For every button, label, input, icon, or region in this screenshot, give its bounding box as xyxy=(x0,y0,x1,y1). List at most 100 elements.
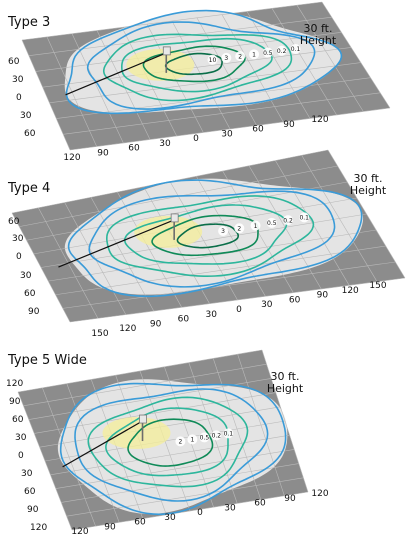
bottom-axis-tick: 60 xyxy=(254,499,266,509)
bottom-axis-tick: 120 xyxy=(311,489,328,499)
grid-line xyxy=(271,8,337,116)
bottom-axis-tick: 120 xyxy=(119,324,136,334)
grid-line xyxy=(246,11,311,119)
contour-value-label: 2 xyxy=(178,439,182,446)
panel-title: Type 4 xyxy=(7,181,50,196)
bottom-axis-tick: 60 xyxy=(178,315,190,325)
bottom-axis-tick: 90 xyxy=(104,522,116,532)
grid-line xyxy=(71,33,124,144)
panel-type-4: 3 2 1 0.5 0.2 0.1 Type 4 30 ft. Height 60 30 0 30 60 9… xyxy=(7,149,406,339)
contour-label-bg xyxy=(211,430,222,441)
bottom-axis-tick: 30 xyxy=(224,503,236,513)
bottom-axis-tick: 120 xyxy=(63,153,80,163)
bottom-axis-tick: 90 xyxy=(97,148,109,158)
left-axis-tick: 30 xyxy=(12,234,24,244)
bottom-axis-tick: 90 xyxy=(317,291,329,301)
grid-line xyxy=(34,392,276,434)
grid-line xyxy=(48,229,377,282)
bottom-axis-tick: 0 xyxy=(236,305,242,315)
bottom-axis-tick: 60 xyxy=(289,295,301,305)
isolux-contour xyxy=(176,223,240,249)
grid-line xyxy=(28,16,332,57)
panel-type-5-wide: 2 1 0.5 0.2 0.1 Type 5 Wide 30 ft. Height 120 90 6… xyxy=(6,349,329,535)
bottom-axis-tick: 90 xyxy=(283,120,295,130)
left-axis-tick: 90 xyxy=(27,505,39,515)
contour-value-label: 0.5 xyxy=(200,435,210,442)
bottom-axis-tick: 120 xyxy=(71,527,88,535)
mounting-height-label: 30 ft. Height xyxy=(300,22,337,47)
isolux-contour xyxy=(67,179,363,298)
grid-line xyxy=(21,39,71,151)
contour-value-label: 0.1 xyxy=(299,215,309,222)
contour-value-label: 0.1 xyxy=(291,46,301,53)
grid-line xyxy=(171,20,231,130)
grid-line xyxy=(17,349,263,393)
bottom-axis-tick: 30 xyxy=(164,513,176,523)
isolux-contour xyxy=(86,21,316,110)
illuminated-area xyxy=(64,178,364,295)
bottom-axis-tick: 150 xyxy=(91,329,108,339)
bottom-axis-tick: 60 xyxy=(128,144,140,154)
contour-label-bg xyxy=(283,215,294,226)
grid-line xyxy=(61,463,299,503)
left-axis-tick: 60 xyxy=(24,487,36,497)
bottom-axis-tick: 120 xyxy=(342,286,359,296)
left-axis-tick: 30 xyxy=(15,433,27,443)
beam-line xyxy=(65,52,167,96)
light-pole-icon xyxy=(162,46,171,73)
contour-label-bg xyxy=(234,223,245,234)
left-axis-tick: 60 xyxy=(24,289,36,299)
bottom-axis-tick: 90 xyxy=(150,319,162,329)
illuminated-area xyxy=(57,379,288,514)
left-axis-tick: 90 xyxy=(28,307,40,317)
contour-value-label: 2 xyxy=(237,225,241,232)
beam-line xyxy=(58,219,175,268)
mounting-height-label: 30 ft. Height xyxy=(267,370,304,395)
bottom-axis-tick: 30 xyxy=(261,300,273,310)
contour-label-bg xyxy=(223,428,234,439)
contour-label-bg xyxy=(276,45,287,56)
left-axis-tick: 30 xyxy=(20,271,32,281)
left-axis-tick: 0 xyxy=(18,451,24,461)
grid-line xyxy=(66,477,304,517)
grid-line xyxy=(50,434,290,476)
grid-line xyxy=(35,31,342,72)
isolux-contour xyxy=(59,382,287,516)
contour-label-bg xyxy=(266,217,277,228)
isolux-contour xyxy=(65,9,343,115)
left-axis-tick: 0 xyxy=(16,93,22,103)
isolux-contour xyxy=(123,204,288,265)
contour-label-bg xyxy=(250,220,261,231)
grid-line xyxy=(62,261,396,309)
left-axis-tick: 120 xyxy=(6,379,23,389)
beam-line xyxy=(62,420,143,468)
grid-line xyxy=(321,1,391,109)
isolux-contour xyxy=(151,214,259,257)
bottom-axis-tick: 0 xyxy=(197,508,203,518)
grid-line xyxy=(23,363,267,407)
left-axis-tick: 30 xyxy=(21,469,33,479)
grid-line xyxy=(121,27,177,137)
grid-line xyxy=(71,491,309,531)
isolux-contour xyxy=(88,190,336,288)
bottom-axis-tick: 60 xyxy=(252,125,264,135)
contour-value-label: 0.2 xyxy=(283,217,293,224)
panel-title: Type 5 Wide xyxy=(7,353,87,368)
left-axis-tick: 0 xyxy=(16,252,22,262)
contour-label-bg xyxy=(290,43,301,54)
left-axis-tick: 60 xyxy=(12,415,24,425)
isolux-contour xyxy=(105,407,229,477)
contour-label-bg xyxy=(218,226,229,237)
bottom-axis-tick: 30 xyxy=(159,139,171,149)
grid-line xyxy=(21,1,323,41)
left-axis-tick: 90 xyxy=(9,397,21,407)
contour-value-label: 0.2 xyxy=(212,433,222,440)
contour-label-bg xyxy=(187,434,198,445)
left-axis-tick: 60 xyxy=(8,217,20,227)
grid-line xyxy=(55,245,386,296)
left-axis-tick: 120 xyxy=(30,523,47,533)
bottom-axis-tick: 30 xyxy=(221,129,233,139)
contour-value-label: 0.5 xyxy=(267,220,277,227)
grid-line xyxy=(49,62,361,104)
